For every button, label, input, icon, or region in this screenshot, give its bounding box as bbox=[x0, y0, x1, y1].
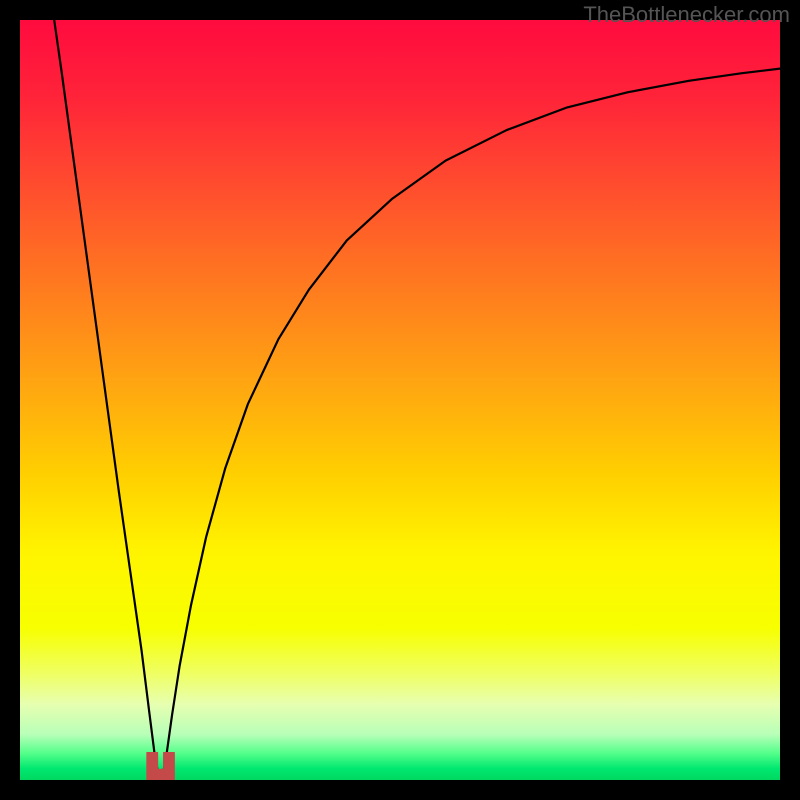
curve-layer bbox=[20, 20, 780, 780]
bottleneck-curve bbox=[54, 20, 780, 775]
minimum-marker-shape bbox=[147, 753, 174, 780]
chart-frame: TheBottlenecker.com bbox=[0, 0, 800, 800]
minimum-marker bbox=[147, 753, 174, 780]
plot-area bbox=[20, 20, 780, 780]
